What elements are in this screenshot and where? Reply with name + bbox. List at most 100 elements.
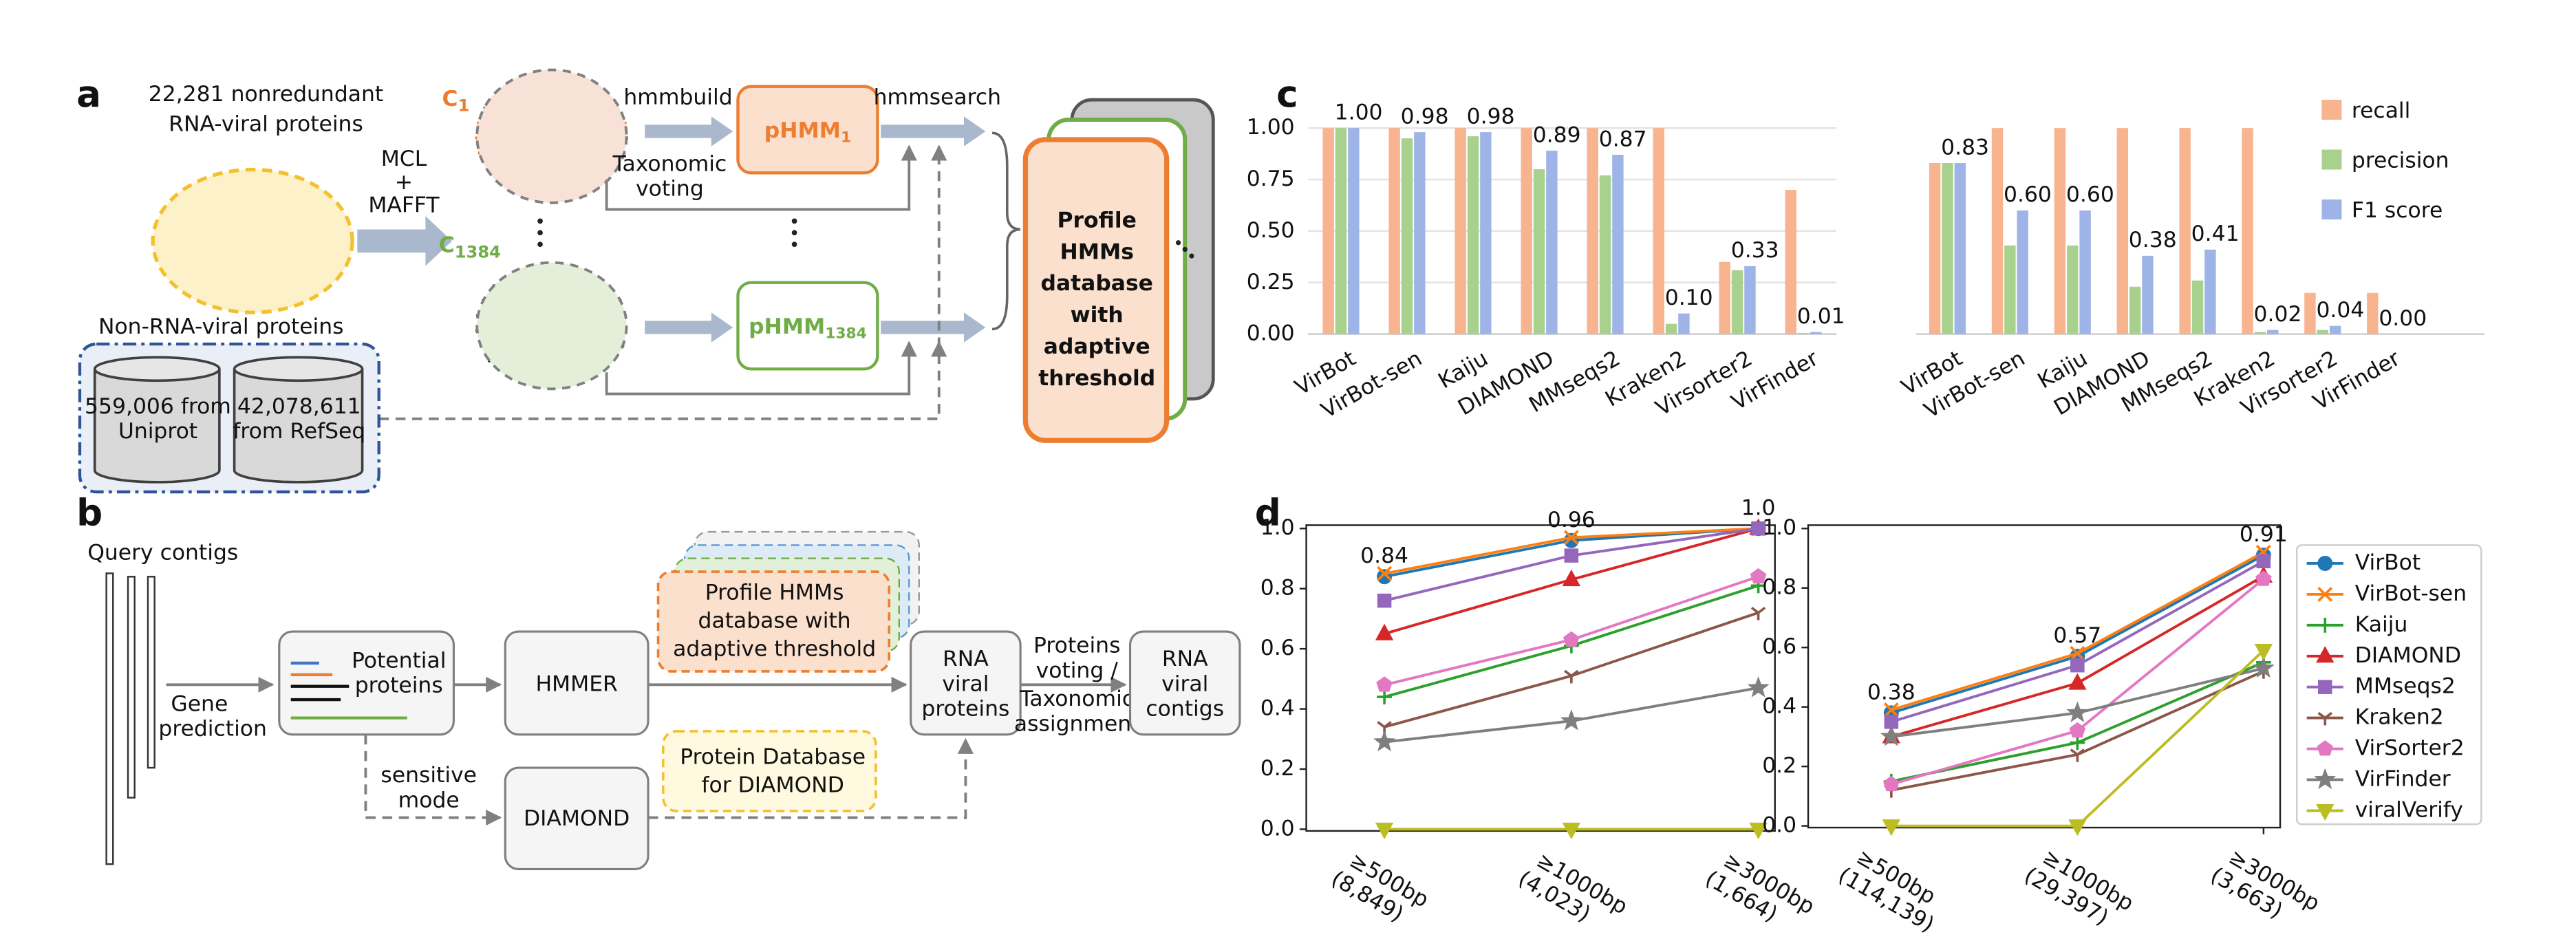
label: sensitive bbox=[380, 763, 477, 788]
x-tick-label: ≥3000bp(3,663) bbox=[2207, 841, 2324, 938]
bar bbox=[1797, 333, 1810, 334]
point bbox=[1377, 689, 1392, 704]
y-tick-label: 0.8 bbox=[1762, 575, 1796, 600]
label: contigs bbox=[1146, 697, 1224, 722]
point bbox=[2317, 586, 2333, 602]
legend-label: DIAMOND bbox=[2355, 643, 2461, 668]
point bbox=[2070, 645, 2085, 661]
legend-label: viralVerify bbox=[2355, 797, 2463, 822]
model-box bbox=[736, 85, 879, 175]
value-label: 0.96 bbox=[1547, 508, 1596, 532]
label: mode bbox=[398, 788, 460, 812]
label: RNA bbox=[943, 647, 989, 671]
arrow bbox=[357, 216, 453, 266]
legend-label: precision bbox=[2352, 148, 2449, 173]
point bbox=[1564, 548, 1579, 563]
ellipsis bbox=[1175, 240, 1194, 259]
label: 22,281 nonredundant bbox=[149, 82, 383, 107]
legend-label: recall bbox=[2352, 98, 2410, 123]
value-label: 0.41 bbox=[2191, 222, 2240, 246]
label: Protein Database bbox=[680, 745, 866, 770]
y-tick-label: 0.0 bbox=[1260, 816, 1295, 841]
y-tick-label: 0.50 bbox=[1247, 218, 1295, 243]
label: viral bbox=[942, 671, 989, 696]
arrow bbox=[645, 116, 733, 147]
label: threshold bbox=[1038, 366, 1155, 391]
label: MAFFT bbox=[368, 193, 440, 218]
point bbox=[1563, 530, 1579, 546]
x-tick-label: ≥1000bp(29,397) bbox=[2020, 841, 2138, 938]
connector bbox=[648, 737, 974, 819]
label: RNA-viral proteins bbox=[169, 111, 363, 136]
point bbox=[1562, 569, 1581, 587]
y-tick-label: 0.6 bbox=[1260, 636, 1295, 660]
arrow bbox=[881, 312, 986, 343]
label: voting / bbox=[1036, 658, 1119, 683]
y-tick-label: 1.0 bbox=[1260, 515, 1295, 540]
text: pHMM bbox=[764, 118, 841, 143]
label: hmmsearch bbox=[874, 85, 1001, 110]
bar bbox=[2054, 128, 2066, 334]
bar bbox=[2329, 325, 2341, 334]
cluster bbox=[475, 261, 628, 391]
plot-frame bbox=[1807, 524, 2282, 829]
point bbox=[2317, 617, 2333, 633]
bar bbox=[1401, 138, 1413, 334]
panel-label: d bbox=[1255, 492, 1281, 535]
bar bbox=[1810, 332, 1822, 334]
label: Profile bbox=[1058, 208, 1137, 233]
point bbox=[1373, 730, 1396, 752]
bar bbox=[1533, 169, 1545, 334]
y-tick-label: 0.25 bbox=[1247, 270, 1295, 294]
label: HMMER bbox=[535, 671, 617, 696]
label: viral bbox=[1161, 671, 1208, 696]
step-box bbox=[910, 630, 1022, 736]
y-tick-label: 0.4 bbox=[1260, 696, 1295, 721]
point bbox=[1375, 822, 1394, 840]
point bbox=[2317, 555, 2333, 571]
bar bbox=[2317, 330, 2329, 334]
label: Gene bbox=[171, 691, 228, 716]
point bbox=[1562, 822, 1581, 840]
bar bbox=[1653, 128, 1664, 334]
y-tick-label: 0.00 bbox=[1247, 321, 1295, 346]
label: adaptive threshold bbox=[673, 637, 876, 662]
point bbox=[1377, 565, 1393, 581]
panel-label: b bbox=[76, 492, 103, 535]
legend-label: MMseqs2 bbox=[2355, 674, 2456, 699]
step-box bbox=[504, 630, 650, 736]
value-label: 0.60 bbox=[2004, 182, 2052, 207]
bar bbox=[1455, 128, 1466, 334]
point bbox=[2317, 711, 2333, 726]
panel-label: a bbox=[76, 73, 101, 116]
text: C bbox=[439, 233, 455, 258]
text: C bbox=[442, 87, 458, 111]
label: for DIAMOND bbox=[701, 773, 844, 798]
label: Profile HMMs bbox=[705, 580, 844, 605]
value-label: 0.01 bbox=[1797, 304, 1845, 329]
bar bbox=[1991, 128, 2004, 334]
bar bbox=[2179, 128, 2191, 334]
cylinder bbox=[93, 356, 221, 484]
model-label: pHMM1 bbox=[764, 118, 851, 147]
value-label: 0.38 bbox=[2129, 228, 2177, 252]
value-label: 0.00 bbox=[2379, 306, 2427, 331]
point bbox=[1883, 702, 1899, 717]
connector bbox=[378, 144, 947, 420]
bar bbox=[1731, 270, 1743, 334]
bar bbox=[1348, 128, 1360, 334]
point bbox=[1883, 775, 1900, 792]
bar bbox=[1521, 128, 1532, 334]
point bbox=[1375, 623, 1394, 640]
bar bbox=[1719, 261, 1730, 334]
label: 559,006 from bbox=[85, 394, 231, 419]
x-tick-label: ≥1000bp(4,023) bbox=[1514, 845, 1632, 939]
value-label: 0.38 bbox=[1867, 680, 1915, 704]
brace bbox=[991, 131, 1021, 331]
bar bbox=[1785, 189, 1796, 334]
point bbox=[2254, 643, 2273, 661]
x-tick-label: ≥500bp(114,139) bbox=[1834, 841, 1951, 938]
point bbox=[2070, 748, 2085, 762]
